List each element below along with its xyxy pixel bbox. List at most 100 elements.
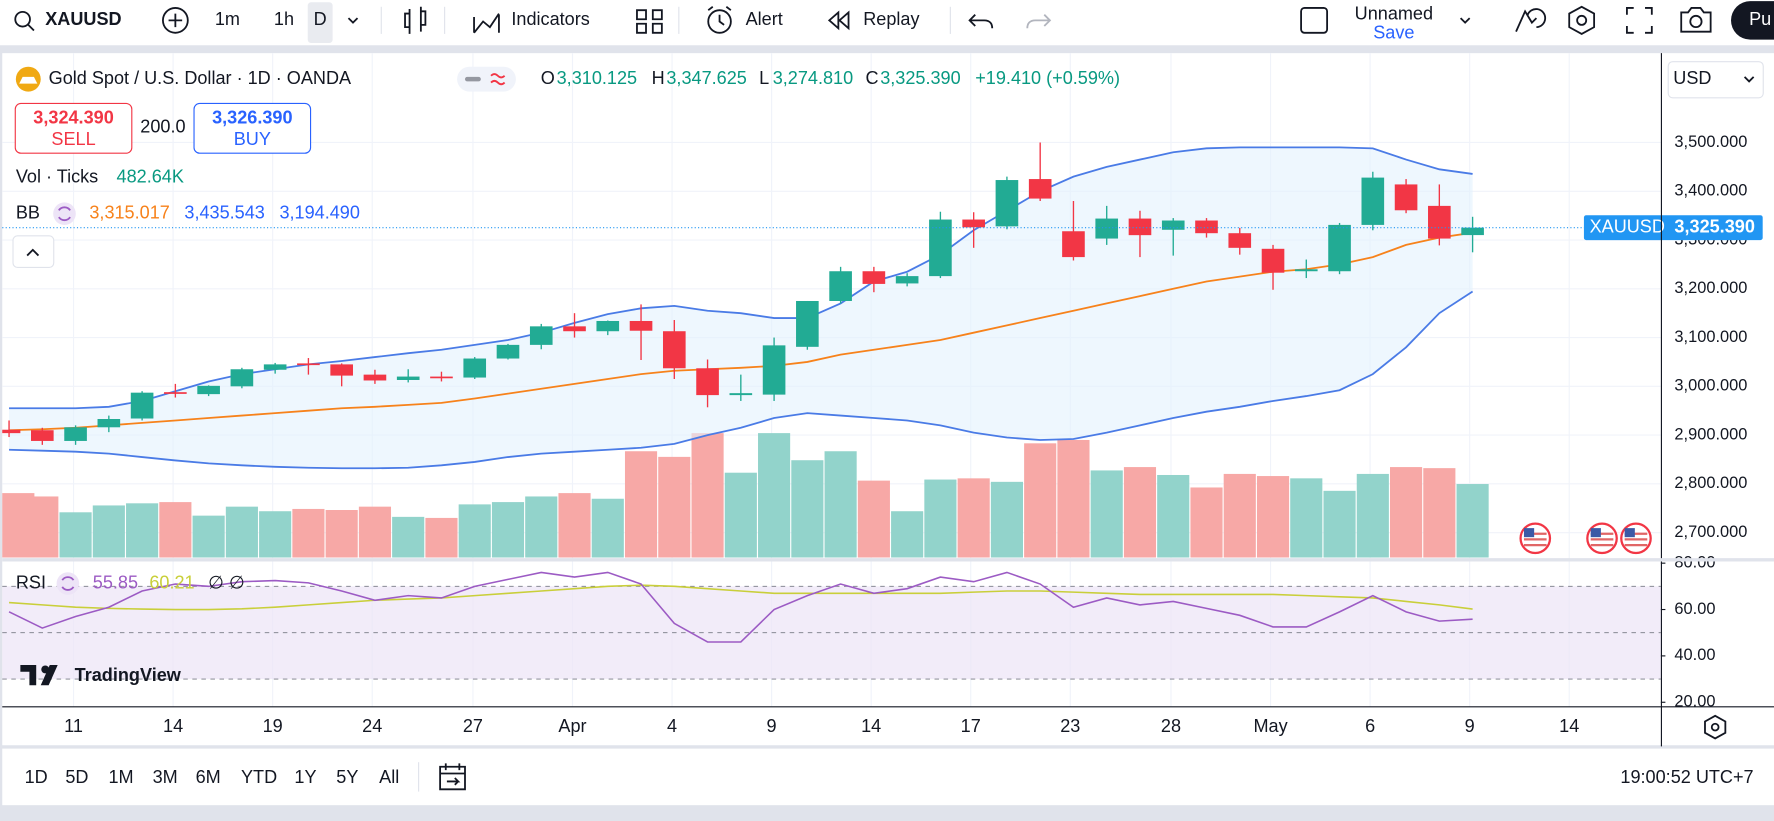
symbol[interactable]: XAUUSD [45, 9, 121, 29]
flag-stripes [1523, 532, 1648, 547]
buy-label[interactable]: BUY [234, 129, 271, 149]
candle-body [696, 368, 719, 396]
publish-button[interactable] [1731, 1, 1774, 40]
range-button[interactable]: 5D [65, 767, 88, 787]
rsi-icon[interactable] [56, 572, 80, 595]
layout-checkbox[interactable] [1300, 7, 1329, 34]
date-range[interactable] [439, 763, 466, 791]
flag-canton [1523, 528, 1535, 538]
ohlc-value: 3,310.125 [557, 68, 637, 88]
ohlc-value: 3,274.810 [773, 68, 853, 88]
candle-body [230, 369, 254, 387]
volume-bar [59, 512, 92, 558]
candle-body [1195, 220, 1218, 234]
interval[interactable]: 1m [215, 9, 240, 29]
bb-icon[interactable] [53, 202, 76, 226]
bb-middle [9, 231, 1473, 432]
range-button[interactable]: 1Y [294, 767, 316, 787]
add-symbol[interactable] [162, 7, 189, 34]
interval[interactable]: 1h [274, 9, 294, 29]
layout-menu[interactable] [1459, 17, 1471, 24]
candle-body [829, 271, 852, 301]
candle-body [130, 392, 154, 419]
x-tick-label: 27 [463, 716, 483, 736]
candle-body [1261, 248, 1285, 273]
indicators[interactable]: Indicators [511, 9, 589, 29]
candle-body [297, 363, 320, 366]
candle-body [164, 392, 187, 394]
redo[interactable] [1026, 14, 1052, 29]
candle-body [1062, 231, 1085, 258]
range-button[interactable]: 5Y [336, 767, 358, 787]
axis-settings[interactable] [1704, 714, 1727, 740]
flag-canton [1624, 528, 1635, 538]
x-tick-label: 6 [1365, 716, 1375, 736]
y-tick-label: 2,700.000 [1674, 523, 1747, 541]
range-button[interactable]: 6M [196, 767, 221, 787]
search-icon-handle [27, 24, 35, 32]
undo[interactable] [968, 14, 994, 29]
snapshot[interactable] [1680, 7, 1712, 33]
search-icon[interactable] [14, 10, 31, 28]
x-tick-label: 9 [767, 716, 777, 736]
interval[interactable]: D [314, 9, 327, 29]
layout-name[interactable]: Unnamed [1355, 3, 1433, 23]
replay[interactable]: Replay [863, 9, 919, 29]
candle-body [1361, 177, 1385, 225]
range-button[interactable]: 3M [153, 767, 178, 787]
quick-search[interactable] [1515, 8, 1547, 33]
add-icon [168, 13, 183, 28]
volume-bar [724, 472, 757, 558]
sell-label[interactable]: SELL [51, 129, 95, 149]
sell-price[interactable]: 3,324.390 [33, 108, 113, 128]
volume-bar [358, 506, 392, 558]
indicators-icon[interactable] [473, 13, 500, 34]
bb-lower [9, 290, 1474, 470]
fullscreen[interactable] [1626, 7, 1653, 34]
candle-body [30, 430, 54, 441]
bb-lower: 3,194.490 [279, 203, 359, 223]
volume-bar [1190, 487, 1223, 558]
chart-type[interactable] [404, 6, 427, 34]
bb-middle: 3,315.017 [89, 203, 169, 223]
volume-bar [1390, 467, 1423, 558]
clock: 19:00:52 UTC+7 [1620, 767, 1753, 787]
rsi-extra: ∅ ∅ [208, 572, 245, 592]
publish[interactable]: Pu [1749, 9, 1771, 29]
settings[interactable] [1568, 5, 1596, 35]
currency[interactable]: USD [1673, 68, 1711, 88]
tv-logo-dot [41, 665, 50, 674]
bb-upper: 3,435.543 [184, 203, 264, 223]
replay-icon[interactable] [827, 10, 850, 31]
range-button[interactable]: 1M [108, 767, 133, 787]
x-tick-label: 23 [1060, 716, 1080, 736]
candle-body [1028, 179, 1052, 199]
volume-bar [26, 496, 59, 558]
visibility-toggle[interactable] [457, 66, 516, 92]
sell-button[interactable] [14, 102, 133, 154]
rsi-legend: RSI [16, 572, 46, 592]
volume-value: 482.64K [117, 166, 184, 186]
alert[interactable]: Alert [746, 9, 783, 29]
range-button[interactable]: 1D [25, 767, 48, 787]
x-tick-label: 11 [64, 716, 83, 736]
volume-bar [624, 451, 658, 558]
y-tick-label: 60.00 [1674, 600, 1715, 618]
toggle-minus [464, 76, 481, 82]
bb-legend: BB [16, 203, 40, 223]
currency-select[interactable] [1667, 61, 1764, 99]
volume-bar [425, 517, 458, 558]
candle-body [662, 331, 686, 369]
range-buttons: 1D 5D 1M 3M 6M YTD 1Y 5Y All [25, 767, 400, 787]
volume-bar [1356, 473, 1389, 558]
save[interactable]: Save [1373, 23, 1414, 43]
alert-icon[interactable] [707, 9, 732, 34]
buy-price[interactable]: 3,326.390 [212, 108, 292, 128]
range-button[interactable]: YTD [241, 767, 277, 787]
volume-bar [225, 506, 258, 558]
interval-menu[interactable] [347, 17, 359, 24]
templates[interactable] [636, 9, 663, 34]
range-button[interactable]: All [379, 767, 399, 787]
buy-button[interactable] [193, 102, 312, 154]
candle-body [330, 364, 353, 376]
